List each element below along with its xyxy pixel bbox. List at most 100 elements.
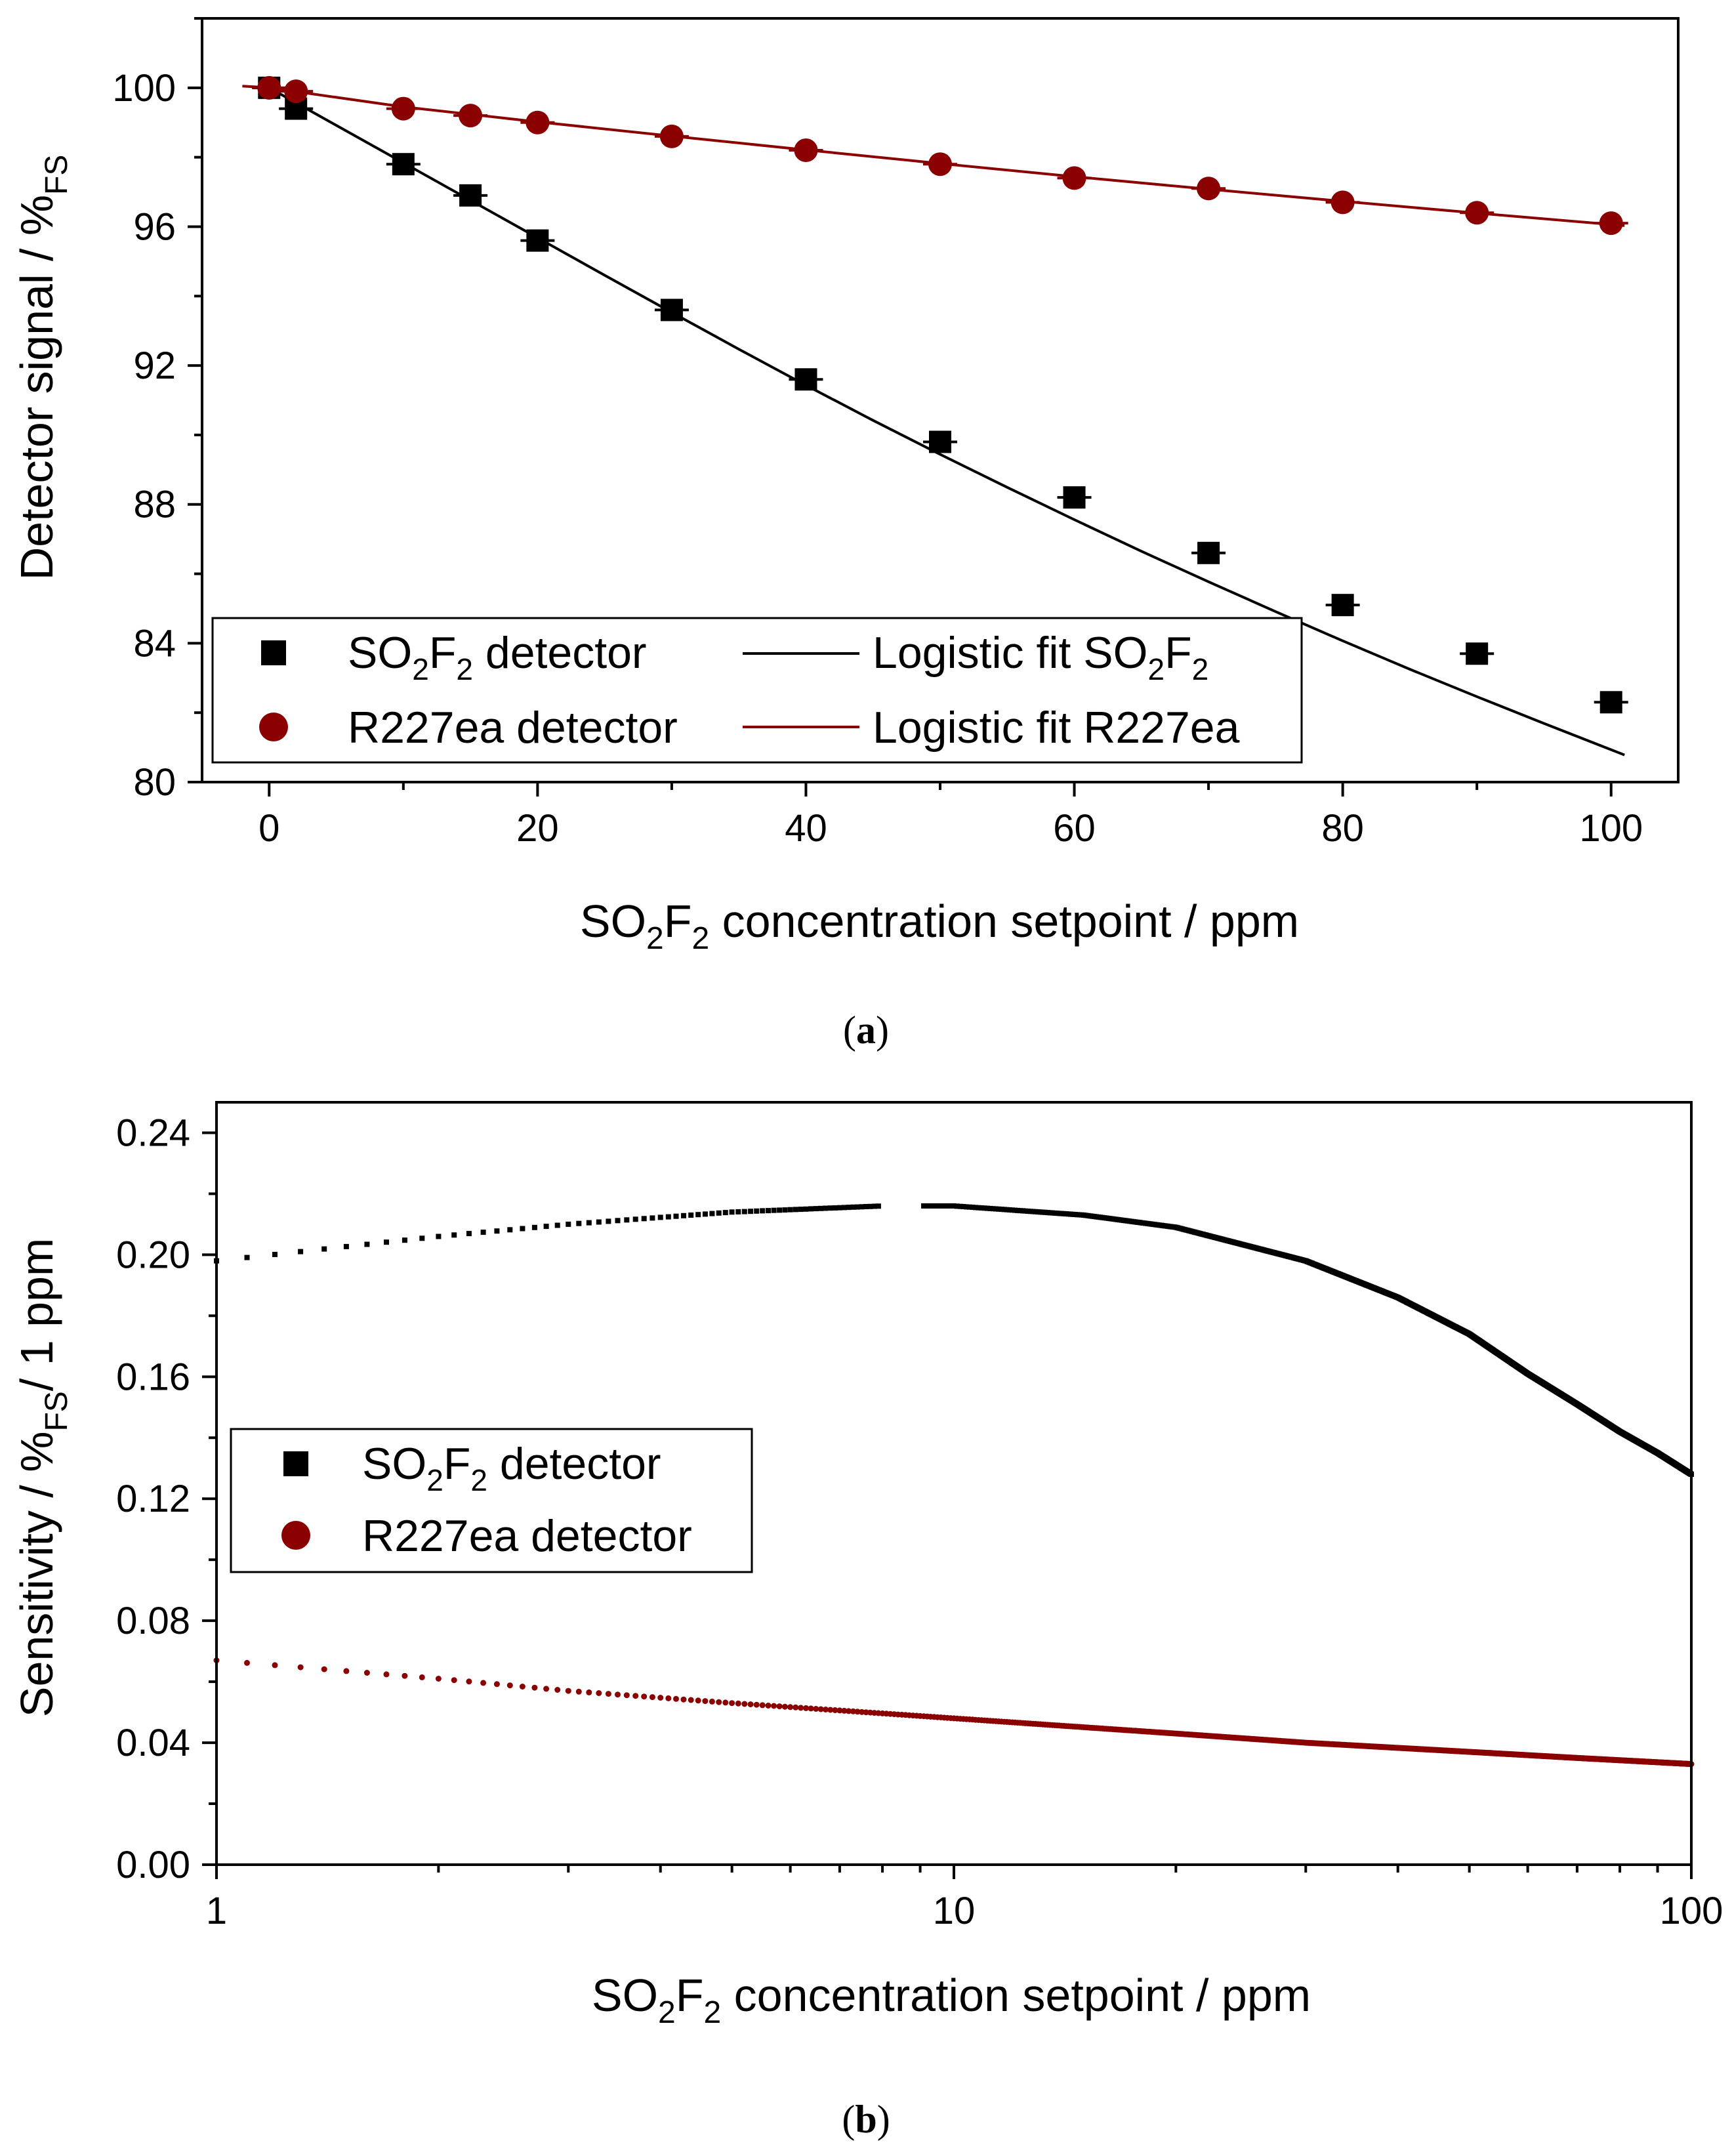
sensitivity-point-so2f2	[827, 1205, 833, 1211]
sensitivity-point-r227ea	[695, 1697, 701, 1704]
y-tick-label-b: 0.24	[116, 1111, 190, 1154]
sensitivity-point-so2f2	[1004, 1207, 1010, 1213]
data-point-r227ea-9	[1197, 176, 1221, 201]
sensitivity-point-so2f2	[665, 1214, 671, 1220]
sensitivity-point-so2f2	[803, 1206, 809, 1212]
sensitivity-point-so2f2	[566, 1221, 571, 1227]
sensitivity-point-r227ea	[771, 1703, 777, 1709]
sensitivity-point-so2f2	[673, 1213, 679, 1219]
sensitivity-point-so2f2	[818, 1205, 824, 1211]
y-tick-label-b: 0.20	[116, 1233, 190, 1276]
panel-a-plot-area	[242, 75, 1628, 757]
data-point-r227ea-7	[928, 152, 952, 176]
sensitivity-point-r227ea	[832, 1707, 838, 1713]
sensitivity-point-r227ea	[781, 1703, 788, 1710]
sensitivity-point-so2f2	[938, 1203, 944, 1209]
y-tick-label: 96	[133, 205, 176, 248]
sensitivity-point-so2f2	[402, 1237, 407, 1243]
sensitivity-point-so2f2	[1001, 1207, 1007, 1213]
sensitivity-point-so2f2	[531, 1224, 537, 1230]
sensitivity-point-so2f2	[984, 1205, 990, 1211]
sensitivity-point-r227ea	[776, 1703, 783, 1710]
sensitivity-point-so2f2	[941, 1203, 947, 1209]
sensitivity-point-so2f2	[632, 1216, 638, 1222]
data-point-r227ea-3	[459, 104, 483, 128]
sensitivity-point-so2f2	[931, 1203, 937, 1209]
data-point-so2f2-4	[526, 229, 549, 252]
sensitivity-point-so2f2	[841, 1205, 847, 1211]
panel-a-legend: SO2F2 detector Logistic fit SO2F2 R227ea…	[211, 617, 1303, 764]
sensitivity-point-so2f2	[586, 1220, 592, 1226]
panel-a-y-axis-title: Detector signal / %FS	[11, 155, 74, 581]
sensitivity-point-so2f2	[729, 1209, 735, 1215]
panel-a-chart: 80 84 88 92 96 100 0 20 40 60 80 100 Detector signa…	[11, 17, 1680, 1052]
y-tick-label: 80	[133, 761, 176, 804]
sensitivity-point-r227ea	[321, 1666, 327, 1672]
sensitivity-point-r227ea	[657, 1695, 664, 1701]
data-point-r227ea-2	[391, 96, 415, 121]
sensitivity-point-so2f2	[384, 1239, 389, 1245]
sensitivity-point-r227ea	[419, 1674, 425, 1680]
sensitivity-point-so2f2	[979, 1205, 985, 1211]
sensitivity-point-r227ea	[596, 1690, 602, 1696]
sensitivity-point-so2f2	[596, 1219, 602, 1225]
sensitivity-point-so2f2	[945, 1203, 951, 1209]
sensitivity-point-r227ea	[803, 1705, 809, 1711]
sensitivity-point-so2f2	[954, 1203, 960, 1209]
legend-item-fit-r227ea: Logistic fit R227ea	[873, 703, 1240, 753]
sensitivity-point-r227ea	[493, 1681, 500, 1688]
sensitivity-point-so2f2	[716, 1210, 722, 1216]
sensitivity-point-so2f2	[657, 1214, 663, 1220]
sensitivity-point-so2f2	[808, 1206, 814, 1212]
x-tick-label-b: 10	[933, 1890, 976, 1932]
sensitivity-point-r227ea	[827, 1707, 834, 1713]
sensitivity-point-r227ea	[859, 1709, 865, 1715]
x-tick-label: 100	[1579, 807, 1643, 850]
panel-b-legend-box	[230, 1428, 753, 1573]
sensitivity-point-so2f2	[966, 1204, 972, 1210]
sensitivity-point-so2f2	[782, 1207, 788, 1213]
sensitivity-point-so2f2	[957, 1203, 963, 1209]
sensitivity-point-r227ea	[813, 1706, 819, 1712]
sensitivity-point-so2f2	[996, 1206, 1002, 1212]
sensitivity-point-r227ea	[709, 1698, 715, 1705]
panel-a-x-axis-title: SO2F2 concentration setpoint / ppm	[580, 896, 1299, 956]
panel-a-ticks: 80 84 88 92 96 100 0 20 40 60 80 100	[112, 17, 1643, 850]
sensitivity-point-so2f2	[798, 1207, 804, 1213]
sensitivity-point-so2f2	[823, 1205, 829, 1211]
sensitivity-point-r227ea	[735, 1700, 741, 1707]
sensitivity-point-so2f2	[748, 1209, 754, 1214]
sensitivity-point-so2f2	[771, 1207, 777, 1213]
sensitivity-point-so2f2	[507, 1227, 513, 1233]
sensitivity-point-so2f2	[576, 1220, 582, 1226]
sensitivity-point-so2f2	[615, 1218, 621, 1224]
data-point-r227ea-6	[794, 138, 818, 163]
sensitivity-point-r227ea	[823, 1707, 829, 1712]
sensitivity-point-r227ea	[716, 1699, 722, 1705]
sensitivity-point-so2f2	[993, 1206, 999, 1212]
sensitivity-point-so2f2	[990, 1206, 996, 1212]
sensitivity-point-r227ea	[729, 1700, 735, 1707]
sensitivity-point-so2f2	[999, 1207, 1004, 1213]
sensitivity-point-so2f2	[606, 1218, 611, 1224]
panel-b-chart: 0.00 0.04 0.08 0.12 0.16 0.20 0.24 1 10 100 Sensi…	[11, 1101, 1723, 2141]
sensitivity-point-so2f2	[695, 1212, 701, 1218]
sensitivity-point-so2f2	[702, 1211, 708, 1217]
y-tick-label: 84	[133, 622, 176, 665]
sensitivity-point-r227ea	[586, 1689, 592, 1695]
sensitivity-point-so2f2	[855, 1204, 860, 1210]
data-point-r227ea-8	[1062, 166, 1086, 190]
sensitivity-point-r227ea	[765, 1703, 772, 1709]
data-point-r227ea-10	[1330, 190, 1355, 215]
sensitivity-point-so2f2	[981, 1205, 987, 1211]
sensitivity-point-so2f2	[850, 1204, 856, 1210]
x-tick-label: 60	[1053, 807, 1096, 850]
legend-b-item-so2f2-detector: SO2F2 detector	[362, 1439, 661, 1497]
panel-b-ticks: 0.00 0.04 0.08 0.12 0.16 0.20 0.24 1 10 100	[116, 1111, 1723, 1932]
panel-a-legend-box	[211, 617, 1303, 764]
x-tick-label: 20	[516, 807, 559, 850]
sensitivity-point-r227ea	[272, 1662, 278, 1669]
data-point-so2f2-12	[1599, 691, 1622, 714]
sensitivity-point-r227ea	[863, 1709, 869, 1716]
